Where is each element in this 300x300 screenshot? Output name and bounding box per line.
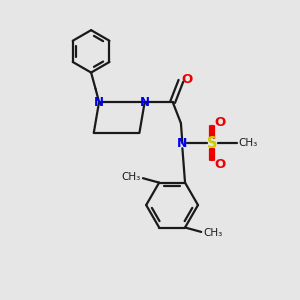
Text: O: O [214,158,226,171]
Text: N: N [94,95,104,109]
Text: CH₃: CH₃ [204,228,223,239]
Text: N: N [140,95,150,109]
Text: CH₃: CH₃ [121,172,141,182]
Text: O: O [214,116,226,128]
Text: N: N [177,137,188,150]
Text: S: S [207,136,217,151]
Text: CH₃: CH₃ [238,138,258,148]
Text: O: O [182,73,193,86]
